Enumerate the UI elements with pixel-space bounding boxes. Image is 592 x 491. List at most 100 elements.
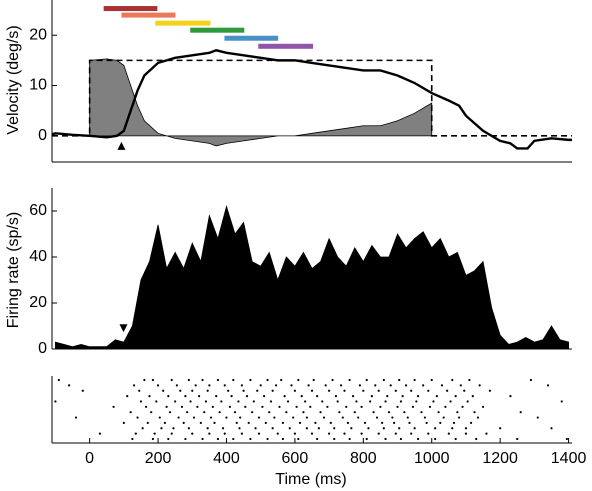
spike <box>307 384 310 387</box>
spike <box>227 389 230 392</box>
spike <box>204 400 208 403</box>
spike <box>393 421 396 425</box>
x-tick-label: 200 <box>145 450 172 467</box>
spike <box>223 384 226 387</box>
spike <box>331 378 334 382</box>
spike <box>304 400 307 403</box>
y-tick-label: 20 <box>29 294 47 311</box>
spike <box>546 384 550 387</box>
spike <box>334 394 338 398</box>
spike <box>394 432 397 435</box>
spike <box>310 389 314 392</box>
spike <box>245 394 249 398</box>
spike <box>463 389 466 392</box>
spike <box>249 437 252 441</box>
spike <box>150 411 153 414</box>
spike <box>244 405 247 408</box>
x-tick-label: 1000 <box>414 450 450 467</box>
spike <box>466 400 469 403</box>
spike <box>281 421 285 425</box>
spike <box>300 394 303 398</box>
spike <box>333 427 336 430</box>
spike <box>136 416 139 419</box>
spike <box>228 405 231 408</box>
spike <box>322 416 326 419</box>
spike <box>192 416 196 419</box>
spike <box>261 405 264 408</box>
spike <box>286 400 290 403</box>
event-marker <box>119 324 128 333</box>
spike <box>328 432 331 435</box>
spike <box>252 400 255 403</box>
spike <box>391 416 394 419</box>
spike <box>382 427 385 430</box>
spike <box>220 400 223 403</box>
x-tick-label: 0 <box>85 450 94 467</box>
spike <box>451 427 454 430</box>
y-tick-label: 0 <box>38 127 47 144</box>
y-tick-label: 60 <box>29 202 47 219</box>
spike <box>434 427 437 430</box>
spike <box>516 437 519 441</box>
y-tick-label: 0 <box>38 340 47 357</box>
spike <box>321 400 324 403</box>
spike <box>329 421 332 425</box>
spike <box>449 400 452 403</box>
window-bar <box>190 27 245 33</box>
spike <box>156 384 160 387</box>
spike <box>377 432 380 435</box>
spike <box>196 405 199 408</box>
x-tick-label: 1400 <box>551 450 587 467</box>
spike <box>458 416 461 419</box>
spike <box>238 427 241 430</box>
window-bar <box>103 6 158 12</box>
x-tick-label: 1200 <box>482 450 518 467</box>
spike <box>394 389 397 392</box>
spike <box>346 421 350 425</box>
x-axis-label: Time (ms) <box>275 471 346 488</box>
spike <box>281 437 285 441</box>
spike <box>144 405 148 408</box>
spike <box>163 421 166 425</box>
spike <box>413 427 416 430</box>
spike <box>475 437 478 441</box>
window-bar <box>121 12 176 18</box>
spike <box>328 389 331 392</box>
spike <box>416 394 420 398</box>
spike <box>326 405 329 408</box>
spike <box>430 378 433 382</box>
spike <box>428 405 432 408</box>
spike <box>138 389 141 392</box>
spike <box>469 421 473 425</box>
spike <box>266 437 269 441</box>
spike <box>339 384 343 387</box>
spike <box>292 416 295 419</box>
y-tick-label: 10 <box>29 77 47 94</box>
spike <box>485 432 488 435</box>
spike <box>377 389 380 392</box>
spike <box>187 427 190 430</box>
spike <box>98 432 101 435</box>
spike <box>276 432 279 435</box>
spike <box>471 394 474 398</box>
spike <box>370 394 373 398</box>
spike <box>213 421 216 425</box>
spike <box>529 378 533 382</box>
spike <box>199 421 202 425</box>
spike <box>476 416 480 419</box>
spike <box>310 432 314 435</box>
spike <box>153 432 156 435</box>
spike <box>297 437 300 441</box>
spike <box>351 394 355 398</box>
spike <box>565 437 568 441</box>
spike <box>170 432 173 435</box>
spike <box>444 405 447 408</box>
spike <box>384 437 387 441</box>
spike <box>336 400 339 403</box>
line <box>51 49 572 150</box>
spike <box>432 400 435 403</box>
spike <box>427 432 430 435</box>
spike <box>151 437 155 441</box>
spike <box>223 432 226 435</box>
